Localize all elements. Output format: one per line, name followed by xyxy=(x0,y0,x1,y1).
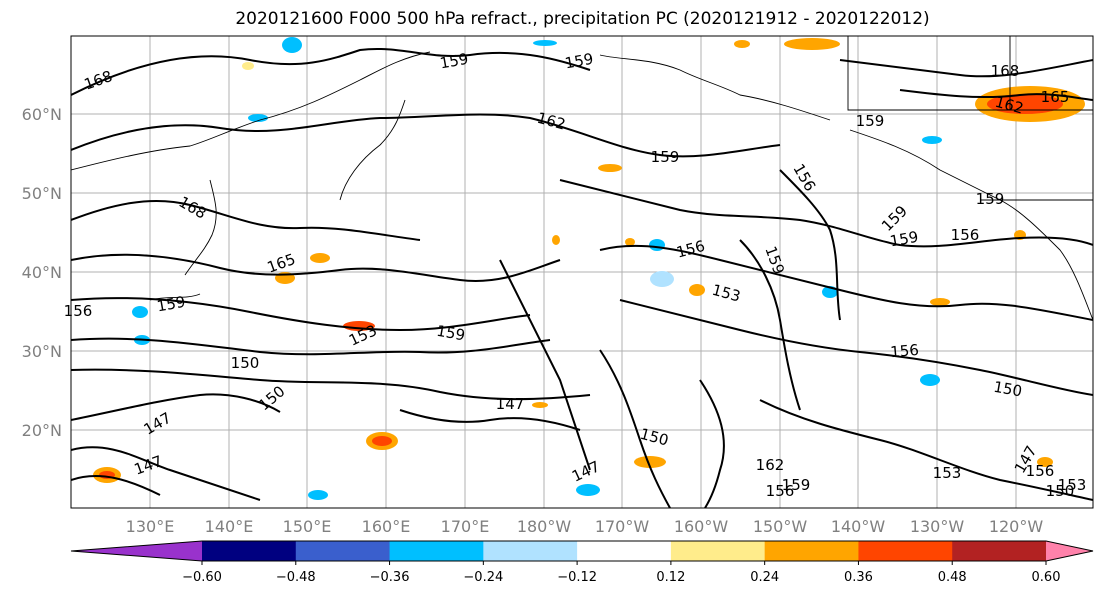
colorbar-extend-min xyxy=(71,541,202,561)
contour-label: 159 xyxy=(888,228,919,251)
colorbar-segment xyxy=(858,541,953,561)
longitude-label: 140°W xyxy=(831,517,886,536)
colorbar-tick-label: −0.48 xyxy=(276,570,316,585)
contour-label: 159 xyxy=(856,112,885,130)
contour-label: 156 xyxy=(951,226,980,244)
longitude-label: 160°E xyxy=(362,517,411,536)
longitude-label: 140°E xyxy=(205,517,254,536)
contour-label: 156 xyxy=(766,482,795,500)
contour-label: 147 xyxy=(496,395,525,413)
contour-label: 150 xyxy=(231,354,260,372)
precipitation-shading xyxy=(93,37,1085,500)
contour-label: 165 xyxy=(1041,88,1070,106)
contour-label: 156 xyxy=(64,302,93,320)
longitude-label: 170°E xyxy=(441,517,490,536)
colorbar-segment xyxy=(295,541,391,561)
contour-label: 150 xyxy=(992,378,1023,401)
colorbar: −0.60 −0.48 −0.36 −0.24 −0.12 0.12 0.24 0.36 0.4… xyxy=(70,540,1094,585)
latitude-label: 60°N xyxy=(22,105,62,124)
colorbar-tick-label: 0.60 xyxy=(1032,570,1061,585)
contour-label: 159 xyxy=(438,50,469,73)
latitude-labels: 60°N 50°N 40°N 30°N 20°N xyxy=(22,105,62,440)
colorbar-segment xyxy=(764,541,859,561)
longitude-label: 150°W xyxy=(753,517,808,536)
longitude-label: 130°E xyxy=(126,517,175,536)
longitude-label: 120°W xyxy=(989,517,1044,536)
colorbar-tick-label: 0.36 xyxy=(844,570,873,585)
longitude-label: 160°W xyxy=(674,517,729,536)
contour-label: 159 xyxy=(651,148,680,166)
contour-label: 159 xyxy=(155,293,186,316)
colorbar-tick-label: 0.24 xyxy=(750,570,779,585)
latitude-label: 30°N xyxy=(22,342,62,361)
contour-label: 159 xyxy=(435,322,466,345)
colorbar-tick-label: −0.12 xyxy=(557,570,597,585)
longitude-labels: 130°E 140°E 150°E 160°E 170°E 180°W 170°W 160°W… xyxy=(126,517,1044,536)
refractivity-contours xyxy=(71,48,1093,508)
latitude-label: 50°N xyxy=(22,184,62,203)
colorbar-segment xyxy=(577,541,672,561)
contour-label: 156 xyxy=(890,341,920,361)
colorbar-tick-label: −0.60 xyxy=(182,570,222,585)
contour-label: 159 xyxy=(563,50,594,73)
contour-label: 168 xyxy=(991,62,1020,80)
contour-label: 159 xyxy=(782,476,811,494)
colorbar-segment xyxy=(202,541,297,561)
latitude-label: 20°N xyxy=(22,421,62,440)
contour-label: 159 xyxy=(976,190,1005,208)
contour-label: 162 xyxy=(756,456,785,474)
colorbar-extend-max xyxy=(1046,541,1093,561)
contour-label: 150 xyxy=(1046,482,1075,500)
colorbar-tick-label: −0.36 xyxy=(370,570,410,585)
colorbar-segment xyxy=(389,541,484,561)
longitude-label: 180°W xyxy=(517,517,572,536)
contour-label: 153 xyxy=(1058,476,1087,494)
colorbar-segment xyxy=(670,541,766,561)
map-title: 2020121600 F000 500 hPa refract., precip… xyxy=(235,9,930,29)
latitude-label: 40°N xyxy=(22,263,62,282)
contour-label: 153 xyxy=(933,464,962,482)
map-frame xyxy=(70,35,1094,509)
colorbar-tick-label: 0.48 xyxy=(938,570,967,585)
colorbar-segment xyxy=(483,541,578,561)
colorbar-segment xyxy=(952,541,1047,561)
longitude-label: 150°E xyxy=(283,517,332,536)
colorbar-tick-label: 0.12 xyxy=(656,570,685,585)
colorbar-tick-label: −0.24 xyxy=(463,570,503,585)
longitude-label: 170°W xyxy=(595,517,650,536)
contour-label: 156 xyxy=(1026,462,1055,480)
longitude-label: 130°W xyxy=(910,517,965,536)
